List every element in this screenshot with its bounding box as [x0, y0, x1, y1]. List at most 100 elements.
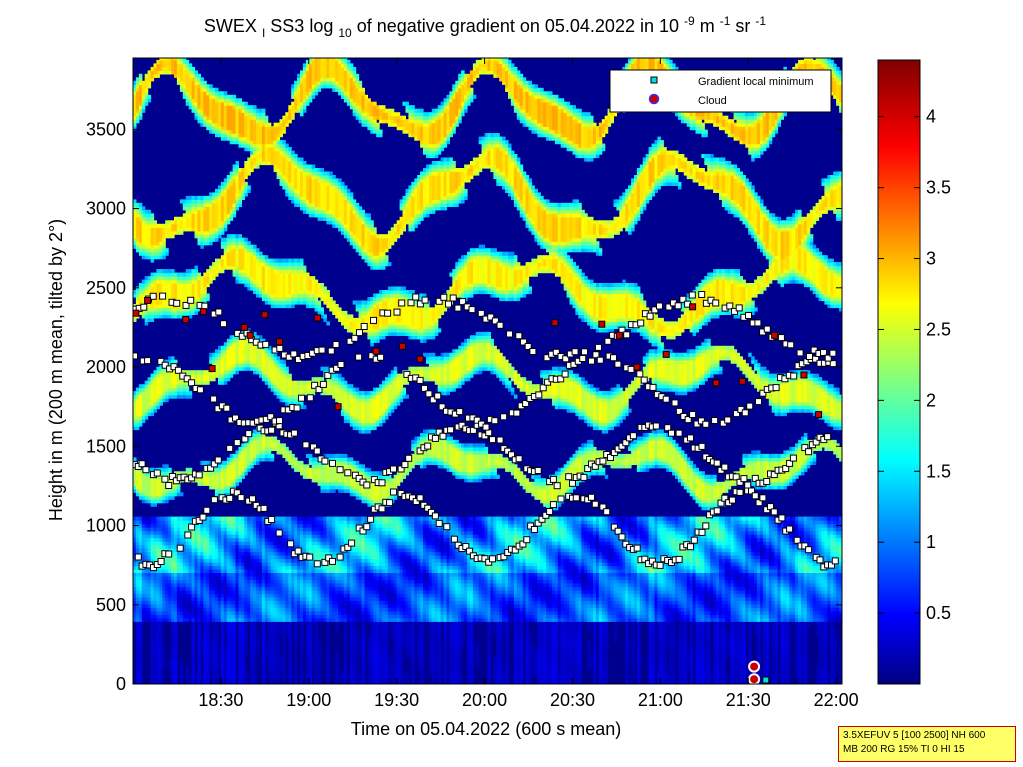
heatmap-cell [197, 373, 201, 378]
heatmap-cell [165, 544, 169, 549]
heatmap-cell [156, 66, 160, 71]
heatmap-cell [179, 575, 184, 580]
heatmap-cell [174, 307, 178, 312]
heatmap-cell [156, 527, 160, 532]
heatmap-cell [203, 115, 207, 120]
heatmap-cell [188, 66, 193, 71]
heatmap-cell [223, 377, 228, 382]
heatmap-cell [156, 659, 160, 664]
heatmap-cell [179, 80, 184, 85]
heatmap-cell [273, 548, 278, 553]
heatmap-cell [203, 91, 207, 96]
heatmap-cell [153, 370, 157, 375]
heatmap-cell [194, 272, 198, 277]
heatmap-cell [256, 600, 260, 605]
heatmap-cell [223, 551, 228, 556]
heatmap-cell [174, 575, 178, 580]
heatmap-cell [191, 617, 196, 622]
heatmap-cell [212, 565, 216, 570]
heatmap-cell [133, 415, 137, 420]
heatmap-cell [156, 290, 160, 295]
heatmap-cell [244, 534, 248, 539]
heatmap-cell [197, 223, 201, 228]
heatmap-cell [197, 628, 201, 633]
heatmap-cell [147, 209, 152, 214]
heatmap-cell [185, 575, 190, 580]
heatmap-cell [244, 192, 248, 197]
heatmap-cell [150, 666, 155, 671]
heatmap-cell [218, 562, 222, 567]
heatmap-cell [144, 534, 149, 539]
heatmap-cell [203, 677, 207, 682]
heatmap-cell [176, 70, 181, 75]
heatmap-cell [162, 659, 166, 664]
heatmap-cell [212, 112, 216, 117]
heatmap-cell [135, 527, 140, 532]
heatmap-cell [185, 555, 190, 560]
heatmap-cell [153, 680, 157, 684]
heatmap-cell [209, 572, 213, 577]
heatmap-cell [150, 520, 155, 525]
heatmap-cell [153, 530, 157, 535]
heatmap-cell [200, 234, 204, 239]
heatmap-cell [206, 370, 210, 375]
heatmap-cell [179, 293, 184, 298]
heatmap-cell [288, 624, 292, 629]
heatmap-cell [138, 534, 143, 539]
heatmap-cell [220, 345, 225, 350]
heatmap-cell [162, 255, 166, 260]
heatmap-cell [141, 391, 146, 396]
heatmap-cell [133, 568, 137, 573]
heatmap-cell [256, 262, 260, 267]
heatmap-cell [273, 366, 278, 371]
heatmap-cell [212, 192, 216, 197]
heatmap-cell [179, 610, 184, 615]
heatmap-cell [223, 589, 228, 594]
heatmap-cell [194, 551, 198, 556]
heatmap-cell [141, 534, 146, 539]
heatmap-cell [147, 84, 152, 89]
heatmap-cell [273, 297, 278, 302]
heatmap-cell [215, 544, 219, 549]
heatmap-cell [182, 394, 187, 399]
heatmap-cell [191, 66, 196, 71]
heatmap-cell [162, 59, 166, 64]
heatmap-cell [264, 541, 269, 546]
heatmap-cell [138, 575, 143, 580]
heatmap-cell [206, 293, 210, 298]
heatmap-cell [285, 272, 289, 277]
heatmap-cell [153, 485, 157, 490]
heatmap-cell [197, 670, 201, 675]
heatmap-cell [206, 199, 210, 204]
heatmap-cell [235, 269, 239, 274]
heatmap-cell [144, 283, 149, 288]
heatmap-cell [165, 565, 169, 570]
heatmap-cell [203, 537, 207, 542]
heatmap-cell [185, 223, 190, 228]
heatmap-cell [285, 527, 289, 532]
heatmap-cell [188, 568, 193, 573]
heatmap-cell [133, 108, 137, 113]
heatmap-cell [223, 530, 228, 535]
heatmap-cell [212, 126, 216, 131]
heatmap-cell [273, 122, 278, 127]
heatmap-cell [147, 304, 152, 309]
heatmap-cell [194, 586, 198, 591]
heatmap-cell [264, 457, 269, 462]
heatmap-cell [223, 227, 228, 232]
heatmap-cell [176, 617, 181, 622]
heatmap-cell [285, 596, 289, 601]
heatmap-cell [285, 377, 289, 382]
heatmap-cell [223, 460, 228, 465]
heatmap-cell [261, 108, 266, 113]
heatmap-cell [156, 575, 160, 580]
heatmap-cell [218, 105, 222, 110]
heatmap-cell [135, 300, 140, 305]
heatmap-cell [138, 283, 143, 288]
heatmap-cell [185, 279, 190, 284]
heatmap-cell [220, 213, 225, 218]
heatmap-cell [185, 467, 190, 472]
heatmap-cell [135, 248, 140, 253]
heatmap-cell [179, 58, 184, 61]
heatmap-cell [156, 63, 160, 68]
